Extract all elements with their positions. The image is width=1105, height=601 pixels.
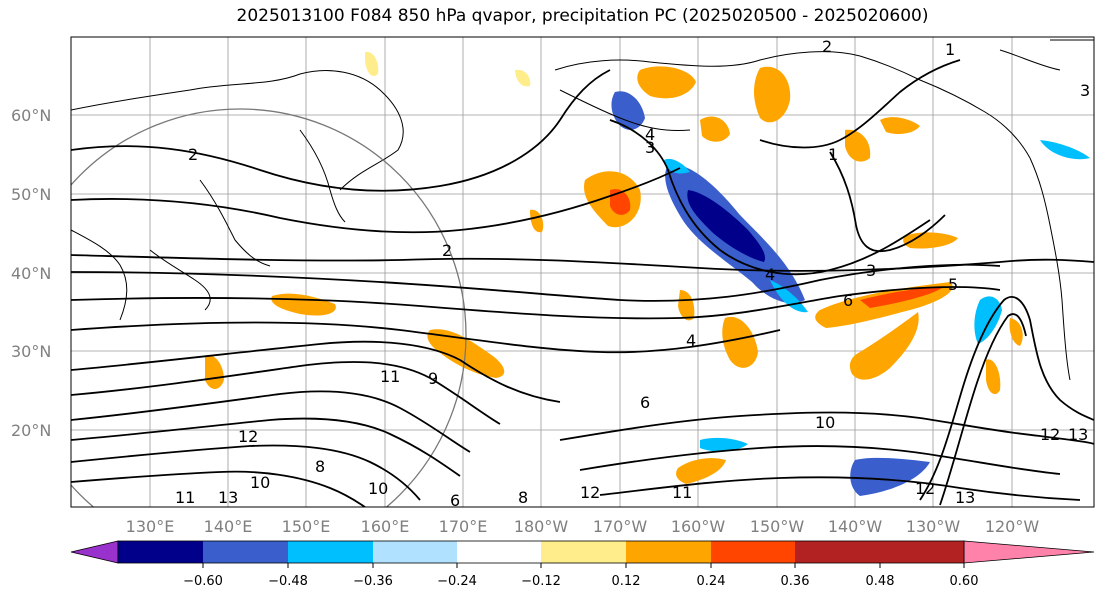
colorbar-tick-label: −0.60: [183, 574, 223, 589]
contour-label: 12: [580, 483, 600, 502]
contour-label: 2: [822, 37, 832, 56]
colorbar-segment: [118, 541, 203, 563]
shade-pos-3: [637, 66, 696, 99]
contour-label: 13: [1068, 425, 1088, 444]
lon-label: 170°W: [593, 517, 648, 536]
contour-label: 4: [686, 331, 696, 350]
colorbar-tick-label: −0.48: [268, 574, 308, 589]
coastlines: [71, 39, 1094, 381]
lat-label: 20°N: [11, 421, 51, 440]
page-title: 2025013100 F084 850 hPa qvapor, precipit…: [236, 6, 929, 26]
shade-pos-9: [849, 312, 919, 380]
shade-pos-1c: [610, 189, 631, 215]
qvapor-contours: [71, 59, 1094, 507]
contour-label: 9: [428, 369, 438, 388]
colorbar-tick-label: 0.24: [697, 574, 726, 589]
shade-pos-4c: [860, 286, 945, 308]
shade-pos-12: [903, 232, 958, 249]
contour-label: 11: [175, 488, 195, 507]
lat-label: 60°N: [11, 106, 51, 125]
lon-label: 150°E: [282, 517, 331, 536]
colorbar-segment: [457, 541, 541, 563]
lon-label: 130°W: [906, 517, 961, 536]
contour-label: 5: [948, 275, 958, 294]
contour-label: 11: [380, 367, 400, 386]
shade-pos-2: [754, 66, 791, 123]
colorbar-tick-label: 0.12: [612, 574, 641, 589]
shade-neg-deep: [687, 190, 766, 262]
contour-labels: 2 1 2 3 4 3 4 1 2 3 6 4 11 9 6 10 12 13 …: [175, 37, 1090, 510]
contour-label: 10: [368, 479, 388, 498]
shade-pos-10: [676, 458, 726, 484]
contour-label: 12: [915, 479, 935, 498]
contour-label: 1: [945, 40, 955, 59]
contour-label: 6: [843, 291, 853, 310]
contour-label: 10: [250, 473, 270, 492]
contour-label: 13: [955, 488, 975, 507]
contour-label: 3: [866, 261, 876, 280]
longitude-labels: 130°E 140°E 150°E 160°E 170°E 180°W 170°…: [126, 517, 1040, 536]
contour-label: 2: [188, 145, 198, 164]
lon-label: 130°E: [126, 517, 175, 536]
lon-label: 160°E: [361, 517, 410, 536]
contour-label: 10: [815, 413, 835, 432]
latitude-labels: 60°N 50°N 40°N 30°N 20°N: [11, 106, 51, 440]
contour-label: 2: [442, 241, 452, 260]
map-frame: [70, 36, 1095, 508]
contour-label: 8: [315, 457, 325, 476]
colorbar-right-arrow: [963, 540, 1095, 564]
colorbar-segment: [626, 541, 711, 563]
lon-label: 120°W: [985, 517, 1040, 536]
colorbar-segment: [880, 541, 964, 563]
colorbar-segment: [795, 541, 880, 563]
contour-label: 4: [765, 265, 775, 284]
lon-label: 140°W: [828, 517, 883, 536]
contour-label: 13: [218, 488, 238, 507]
colorbar-tick-label: 0.48: [866, 574, 895, 589]
shade-pos-11: [845, 129, 871, 162]
colorbar-segment: [203, 541, 288, 563]
contour-label: 3: [1080, 81, 1090, 100]
colorbar-tick-label: −0.24: [437, 574, 477, 589]
contour-label: 12: [238, 427, 258, 446]
contour-label: 6: [640, 393, 650, 412]
colorbar-segment: [373, 541, 457, 563]
shade-neg-south: [850, 457, 930, 496]
shade-pos-13: [986, 318, 1023, 395]
colorbar-tick-label: 0.36: [781, 574, 810, 589]
contour-label: 1: [828, 145, 838, 164]
contour-label: 11: [672, 483, 692, 502]
lat-label: 50°N: [11, 185, 51, 204]
lon-label: 150°W: [750, 517, 805, 536]
lat-label: 30°N: [11, 342, 51, 361]
colorbar-segment: [541, 541, 626, 563]
colorbar-left-arrow: [70, 540, 119, 564]
lon-label: 170°E: [439, 517, 488, 536]
contour-label: 6: [450, 491, 460, 510]
range-circle: [71, 108, 467, 507]
colorbar-tick-label: 0.60: [950, 574, 979, 589]
colorbar-segment: [711, 541, 795, 563]
lon-label: 160°W: [671, 517, 726, 536]
colorbar-tick-label: −0.36: [353, 574, 393, 589]
colorbar-segment: [288, 541, 373, 563]
shade-neg-alaska: [611, 91, 645, 130]
colorbar: −0.60 −0.48 −0.36 −0.24 −0.12 0.12 0.24 …: [70, 540, 1095, 589]
contour-label: 12: [1040, 425, 1060, 444]
lon-label: 140°E: [204, 517, 253, 536]
lon-label: 180°W: [514, 517, 569, 536]
shade-pos-8: [205, 355, 224, 389]
colorbar-ticks: [202, 563, 965, 568]
shade-neg-light: [664, 158, 808, 313]
contour-label: 8: [518, 488, 528, 507]
contour-label: 4: [645, 125, 655, 144]
colorbar-tick-label: −0.12: [521, 574, 561, 589]
contour-label: 3: [645, 138, 655, 157]
shade-pos-5: [722, 316, 758, 368]
shade-neg-coast: [974, 296, 1002, 344]
lat-label: 40°N: [11, 264, 51, 283]
